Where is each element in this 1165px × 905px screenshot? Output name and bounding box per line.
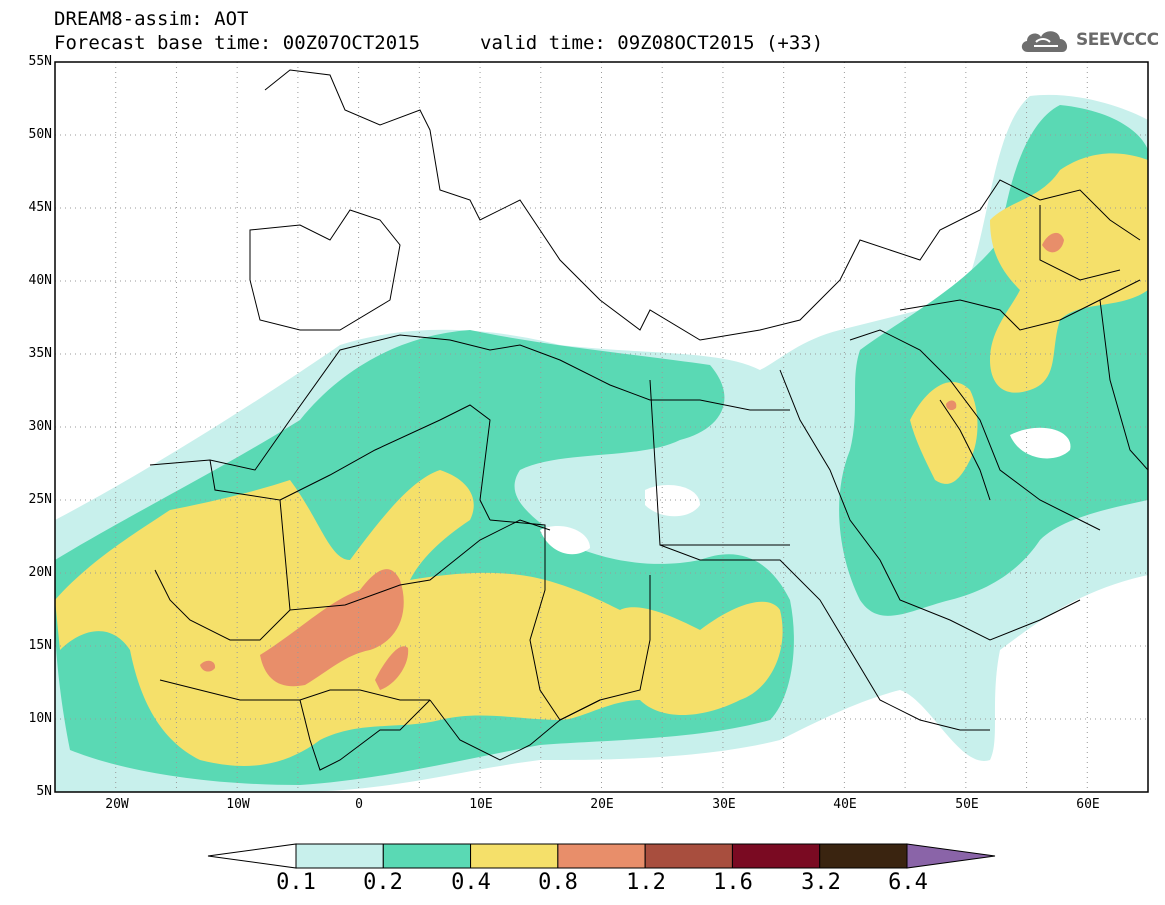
lat-label: 45N	[28, 200, 52, 215]
lon-label: 0	[355, 797, 363, 812]
aot-band-0.8	[260, 569, 404, 687]
lat-label: 55N	[28, 54, 52, 69]
aot-band-0.8-e	[946, 400, 957, 411]
aot-band-0.4-gulf	[910, 381, 978, 484]
aot-band-0.8-c	[1042, 232, 1064, 253]
lon-label: 10E	[469, 797, 493, 812]
colorbar-label: 0.4	[451, 870, 491, 895]
map-grid	[55, 62, 1148, 792]
cloud-icon	[1021, 31, 1068, 52]
lon-label: 30E	[712, 797, 736, 812]
lat-label: 35N	[28, 346, 52, 361]
lat-label: 30N	[28, 419, 52, 434]
lon-label: 10W	[226, 797, 250, 812]
aot-field	[55, 94, 1148, 792]
lat-label: 20N	[28, 565, 52, 580]
country-boundaries	[149, 69, 1148, 771]
colorbar-label: 0.2	[363, 870, 403, 895]
colorbar-label: 0.8	[538, 870, 578, 895]
logo-text: SEEVCCC	[1076, 30, 1159, 50]
lat-label: 40N	[28, 273, 52, 288]
lon-label: 60E	[1076, 797, 1100, 812]
aot-band-0.8-d	[200, 660, 216, 672]
aot-band-0.4-east	[990, 153, 1148, 393]
colorbar-label: 0.1	[276, 870, 316, 895]
lon-label: 50E	[955, 797, 979, 812]
lon-label: 20W	[105, 797, 129, 812]
lat-label: 10N	[28, 711, 52, 726]
colorbar-label: 3.2	[801, 870, 841, 895]
colorbar-label: 1.6	[713, 870, 753, 895]
aot-band-0.8-b	[375, 646, 409, 690]
lat-label: 5N	[36, 784, 52, 799]
lat-label: 50N	[28, 127, 52, 142]
forecast-base-time: Forecast base time: 00Z07OCT2015	[54, 32, 421, 54]
seevccc-logo: SEEVCCC	[1018, 24, 1159, 60]
lat-label: 25N	[28, 492, 52, 507]
lon-label: 40E	[833, 797, 857, 812]
aot-band-0.4	[55, 470, 783, 766]
valid-time: valid time: 09Z08OCT2015 (+33)	[480, 32, 824, 54]
colorbar-label: 6.4	[888, 870, 928, 895]
lat-label: 15N	[28, 638, 52, 653]
colorbar-label: 1.2	[626, 870, 666, 895]
map-title: DREAM8-assim: AOT	[54, 8, 249, 30]
map-frame	[54, 61, 1149, 793]
lon-label: 20E	[590, 797, 614, 812]
